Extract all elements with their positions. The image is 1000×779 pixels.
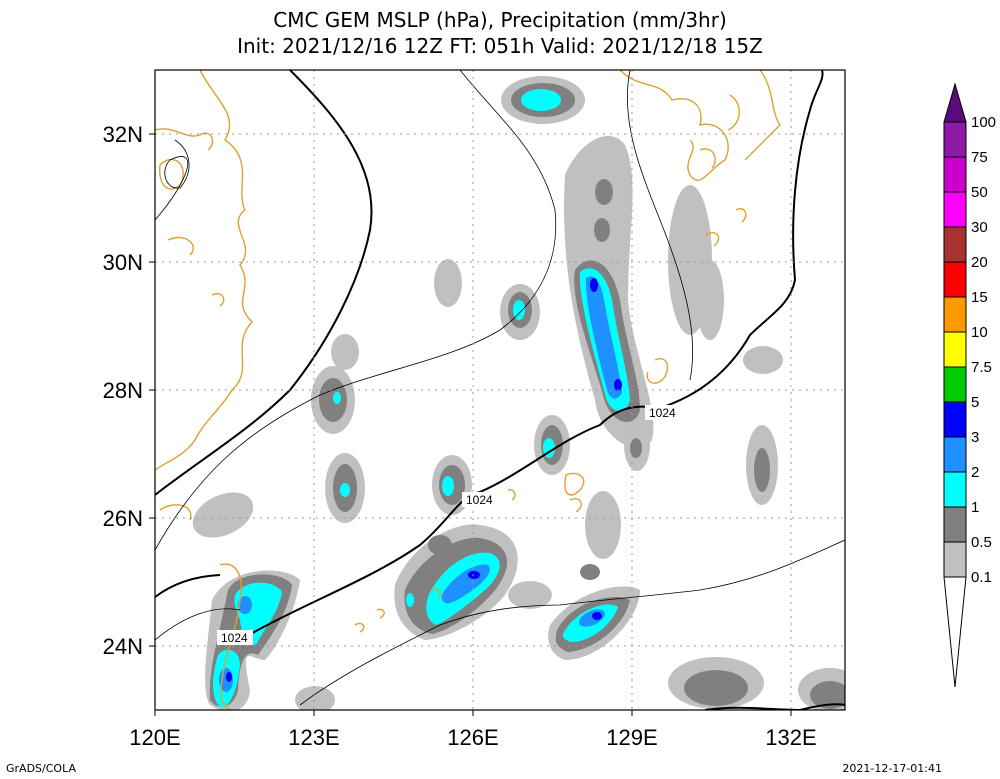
lon-tick-label: 126E xyxy=(447,725,498,750)
legend-label: 100 xyxy=(971,114,996,131)
legend-label: 20 xyxy=(971,254,988,271)
legend-label: 15 xyxy=(971,289,988,306)
isobar-label: 1024 xyxy=(649,406,676,420)
legend-label: 1 xyxy=(971,499,979,516)
chart-subtitle: Init: 2021/12/16 12Z FT: 051h Valid: 202… xyxy=(237,34,763,58)
lat-tick-label: 26N xyxy=(103,506,143,531)
axis-ticks xyxy=(149,133,792,716)
lat-tick-label: 28N xyxy=(103,378,143,403)
legend-label: 75 xyxy=(971,149,988,166)
legend-label: 0.5 xyxy=(971,534,992,551)
graticule xyxy=(155,70,845,710)
lon-tick-label: 132E xyxy=(765,725,816,750)
chart-title: CMC GEM MSLP (hPa), Precipitation (mm/3h… xyxy=(273,8,727,32)
legend-label: 0.1 xyxy=(971,569,992,586)
lat-tick-label: 30N xyxy=(103,250,143,275)
footer-credit: GrADS/COLA xyxy=(6,762,76,775)
lat-tick-label: 24N xyxy=(103,634,143,659)
lon-tick-label: 123E xyxy=(288,725,339,750)
legend-label: 2 xyxy=(971,464,979,481)
legend-label: 5 xyxy=(971,394,979,411)
coastline xyxy=(155,70,781,710)
lon-tick-label: 129E xyxy=(606,725,657,750)
legend-label: 3 xyxy=(971,429,979,446)
legend-label: 50 xyxy=(971,184,988,201)
lon-tick-label: 120E xyxy=(129,725,180,750)
isobar-label: 1024 xyxy=(221,631,248,645)
footer-timestamp: 2021-12-17-01:41 xyxy=(842,762,942,775)
legend-label: 30 xyxy=(971,219,988,236)
legend-label: 10 xyxy=(971,324,988,341)
lat-tick-label: 32N xyxy=(103,122,143,147)
isobar-label: 1024 xyxy=(466,493,493,507)
isobar-contours xyxy=(155,70,845,706)
precipitation-shading xyxy=(192,76,845,710)
precip-colorbar xyxy=(943,82,967,688)
legend-label: 7.5 xyxy=(971,359,992,376)
